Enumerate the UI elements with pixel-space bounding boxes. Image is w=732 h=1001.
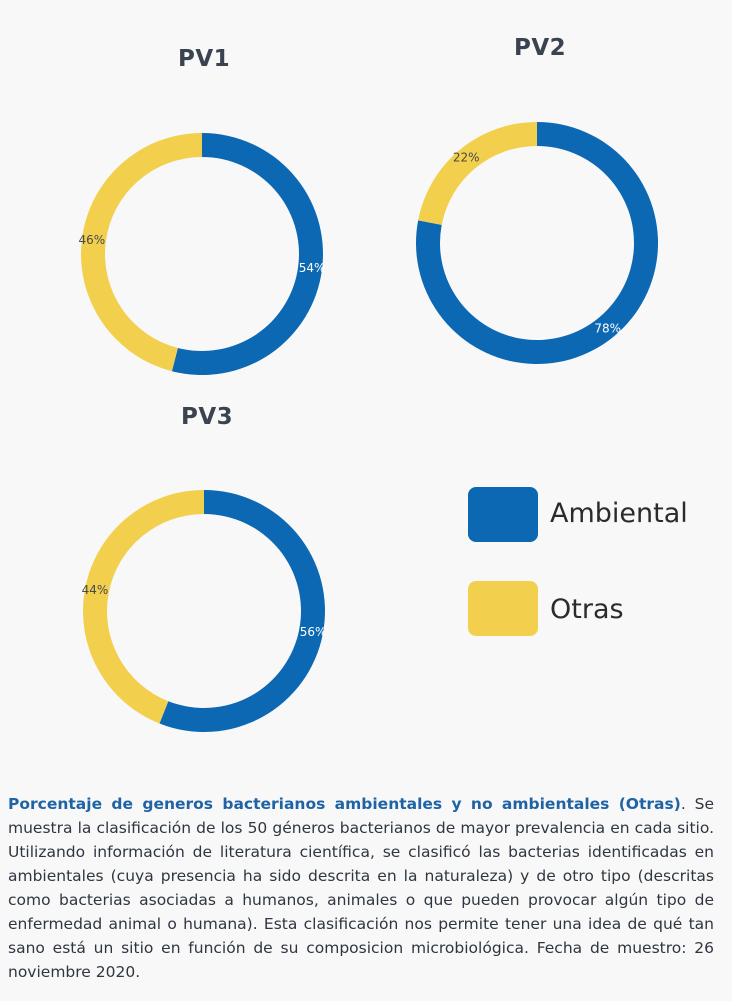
slice-otras: [418, 121, 537, 225]
legend-label-otras: Otras: [550, 594, 624, 625]
figure-caption: Porcentaje de generos bacterianos ambien…: [8, 792, 714, 984]
slice-otras: [81, 133, 202, 372]
chart-title-pv1: PV1: [178, 46, 231, 72]
chart-title-pv3: PV3: [181, 404, 234, 430]
slice-label-otras: 22%: [453, 150, 480, 164]
slice-ambiental: [159, 490, 326, 732]
slice-label-otras: 44%: [82, 583, 109, 597]
slice-otras: [83, 490, 204, 724]
legend-label-ambiental: Ambiental: [550, 498, 688, 529]
chart-title-pv2: PV2: [514, 35, 567, 61]
slice-label-ambiental: 78%: [594, 322, 621, 336]
slice-label-ambiental: 56%: [300, 625, 327, 639]
caption-body: Se muestra la clasificación de los 50 gé…: [8, 795, 714, 981]
slice-label-ambiental: 54%: [299, 261, 326, 275]
slice-ambiental: [171, 133, 324, 375]
legend-swatch-ambiental: [468, 487, 538, 542]
slice-label-otras: 46%: [79, 233, 106, 247]
caption-title-period: .: [680, 795, 686, 813]
caption-title: Porcentaje de generos bacterianos ambien…: [8, 795, 681, 813]
legend-swatch-otras: [468, 581, 538, 636]
